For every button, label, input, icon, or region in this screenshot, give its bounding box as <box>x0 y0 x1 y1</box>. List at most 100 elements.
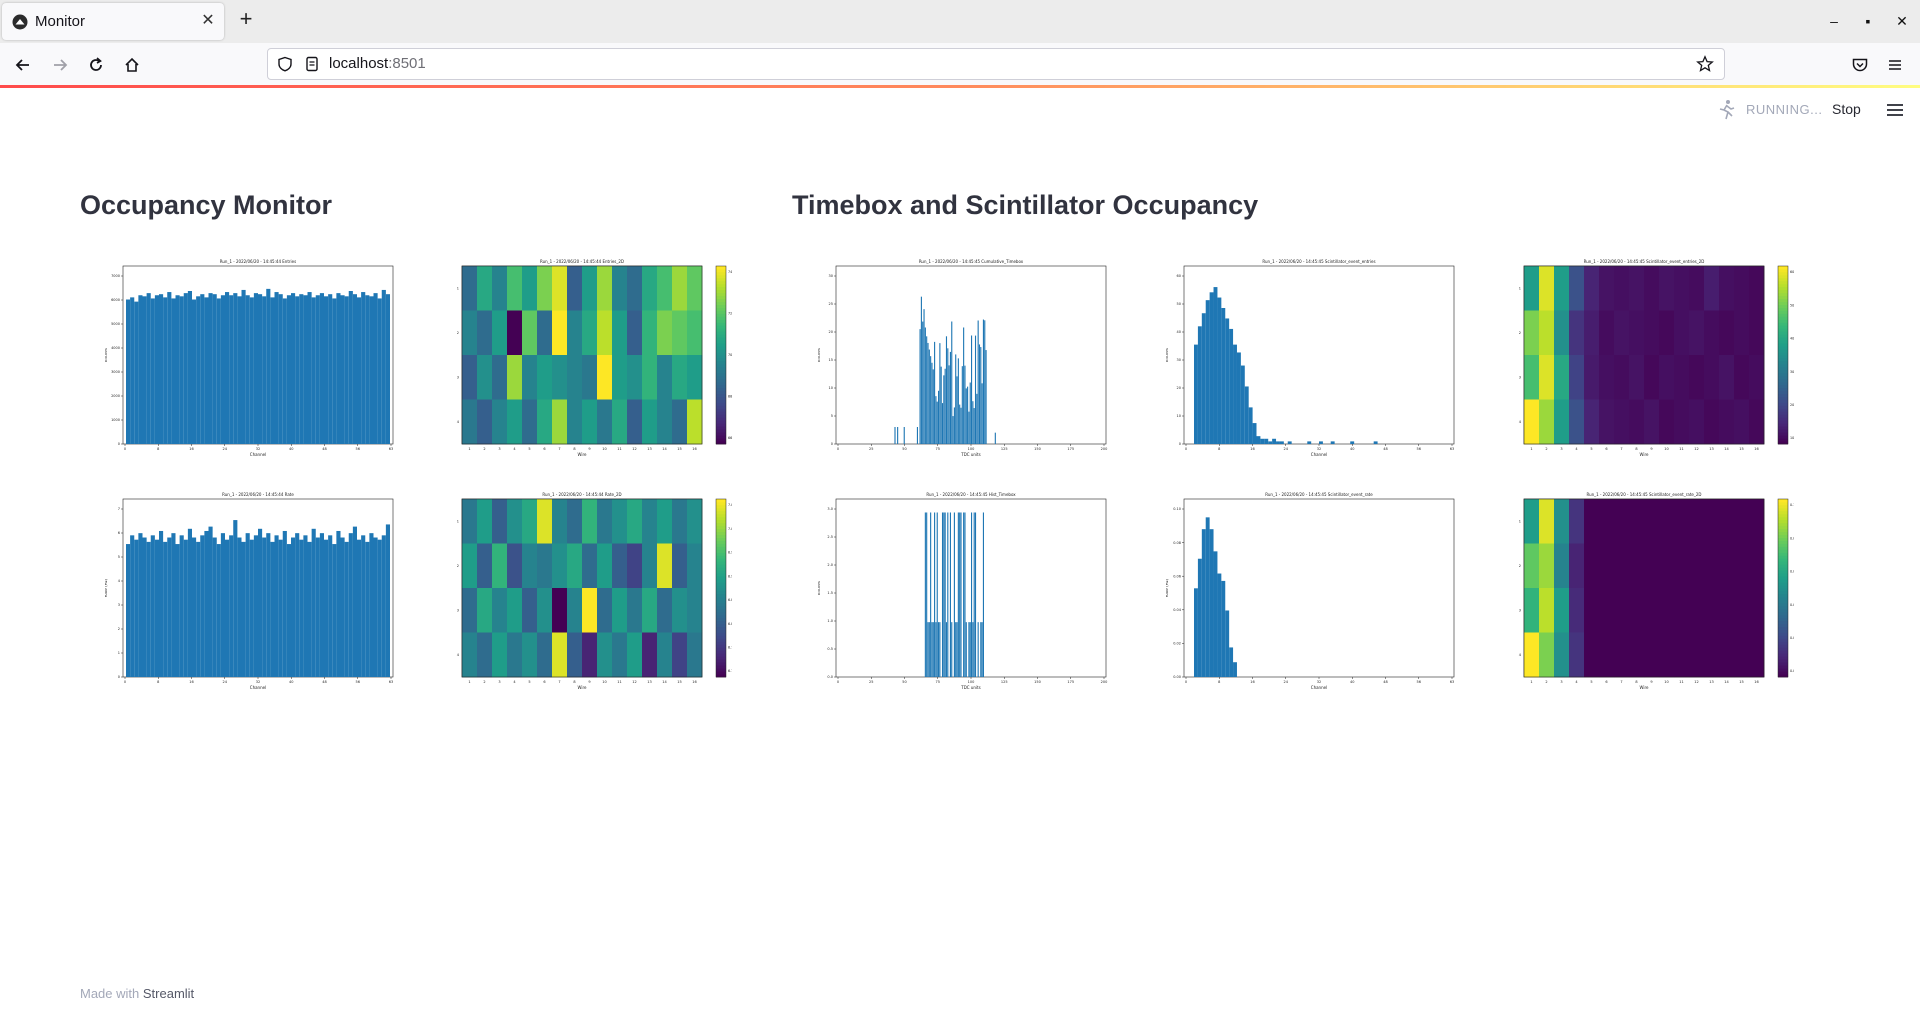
bar <box>381 535 386 677</box>
bar <box>1201 529 1206 677</box>
heatmap-cell <box>1689 310 1705 356</box>
colorbar-segment <box>716 504 726 509</box>
bar <box>934 341 936 444</box>
y-tick-label: 1 <box>118 651 120 655</box>
close-window-icon[interactable]: ✕ <box>1896 13 1908 29</box>
y-tick-label: 3 <box>1519 608 1521 612</box>
colorbar-segment <box>716 507 726 512</box>
colorbar-segment <box>716 438 726 442</box>
stop-button[interactable]: Stop <box>1832 101 1861 117</box>
colorbar <box>1778 266 1788 445</box>
bar <box>208 526 213 677</box>
colorbar-segment <box>716 620 726 624</box>
colorbar-segment <box>1778 414 1788 418</box>
page-info-icon[interactable] <box>304 56 320 72</box>
colorbar-segment <box>1778 346 1788 350</box>
x-tick-label: 40 <box>1350 447 1354 451</box>
minimize-icon[interactable]: – <box>1830 13 1838 29</box>
heatmap-cell <box>1659 632 1675 678</box>
colorbar-segment <box>716 372 726 377</box>
x-tick-label: 11 <box>617 447 621 451</box>
bar <box>944 512 946 677</box>
heatmap-cell <box>1674 355 1690 400</box>
streamlit-link[interactable]: Streamlit <box>142 986 195 1001</box>
url-bar[interactable]: localhost:8501 <box>267 48 1725 80</box>
bar <box>927 622 929 677</box>
forward-button[interactable] <box>46 51 74 79</box>
heatmap-cell <box>612 399 628 445</box>
bar <box>245 295 250 444</box>
heatmap-cell <box>582 266 598 311</box>
colorbar-segment <box>716 552 726 556</box>
bar <box>266 288 271 444</box>
colorbar-segment <box>716 408 726 412</box>
colorbar-segment <box>1778 393 1788 397</box>
bar <box>941 403 944 444</box>
colorbar-segment <box>716 420 726 424</box>
home-button[interactable] <box>118 51 146 79</box>
close-tab-icon[interactable]: ✕ <box>201 12 215 29</box>
bar <box>258 528 263 677</box>
x-tick-label: 24 <box>223 680 228 684</box>
x-tick-label: 63 <box>389 447 393 451</box>
heatmap-cell <box>1569 266 1585 311</box>
heatmap-cell <box>522 399 538 445</box>
colorbar-tick-label: 7200 <box>728 312 732 316</box>
maximize-icon[interactable]: ▪ <box>1865 13 1871 29</box>
bar <box>1244 386 1249 444</box>
colorbar-segment <box>716 369 726 374</box>
bar <box>192 537 197 677</box>
colorbar-segment <box>1778 608 1788 613</box>
colorbar-segment <box>1778 549 1788 553</box>
reload-button[interactable] <box>82 51 110 79</box>
colorbar-segment <box>716 343 726 347</box>
bar <box>960 407 962 444</box>
heatmap-cell <box>1539 355 1555 400</box>
heatmap-cell <box>582 310 598 356</box>
colorbar-segment <box>1778 561 1788 565</box>
x-tick-label: 16 <box>1250 680 1254 684</box>
bar <box>936 512 938 677</box>
browser-menu-button[interactable] <box>1881 51 1909 79</box>
heatmap-cell <box>1689 266 1705 311</box>
heatmap-cell <box>522 310 538 356</box>
pocket-icon <box>1852 58 1868 72</box>
browser-tab[interactable]: Monitor ✕ <box>2 3 224 40</box>
y-tick-label: 0.06 <box>1173 574 1181 578</box>
url-text[interactable]: localhost:8501 <box>329 55 426 72</box>
bar <box>146 293 151 444</box>
x-tick-label: 15 <box>1739 447 1743 451</box>
x-tick-label: 16 <box>189 680 193 684</box>
x-tick-label: 8 <box>157 680 159 684</box>
heatmap-cell <box>642 543 658 589</box>
bar <box>1373 441 1378 444</box>
bar <box>952 416 954 444</box>
heatmap-cell <box>657 399 673 445</box>
x-tick-label: 16 <box>189 447 193 451</box>
heatmap-cell <box>642 632 658 678</box>
colorbar-segment <box>1778 441 1788 445</box>
colorbar-segment <box>716 665 726 669</box>
heatmap-cell <box>477 355 493 400</box>
heatmap-cell <box>1614 632 1630 678</box>
colorbar-segment <box>1778 301 1788 305</box>
bookmark-star-icon[interactable] <box>1696 55 1714 73</box>
colorbar-segment <box>716 614 726 619</box>
bar <box>951 622 953 677</box>
heatmap-cell <box>462 499 478 544</box>
app-menu-icon[interactable] <box>1884 99 1906 121</box>
x-tick-label: 9 <box>588 680 590 684</box>
heatmap-cell <box>552 588 568 633</box>
bar <box>225 292 230 444</box>
pocket-button[interactable] <box>1846 51 1874 79</box>
colorbar-tick-label: 6.95 <box>728 551 732 555</box>
heatmap-cell <box>1659 310 1675 356</box>
bar <box>982 512 984 677</box>
colorbar-segment <box>1778 360 1788 365</box>
colorbar-segment <box>1778 432 1788 436</box>
back-button[interactable] <box>9 51 37 79</box>
shield-icon[interactable] <box>277 56 293 72</box>
tab-title: Monitor <box>35 13 86 30</box>
new-tab-button[interactable]: + <box>239 6 253 31</box>
bar <box>274 535 279 677</box>
